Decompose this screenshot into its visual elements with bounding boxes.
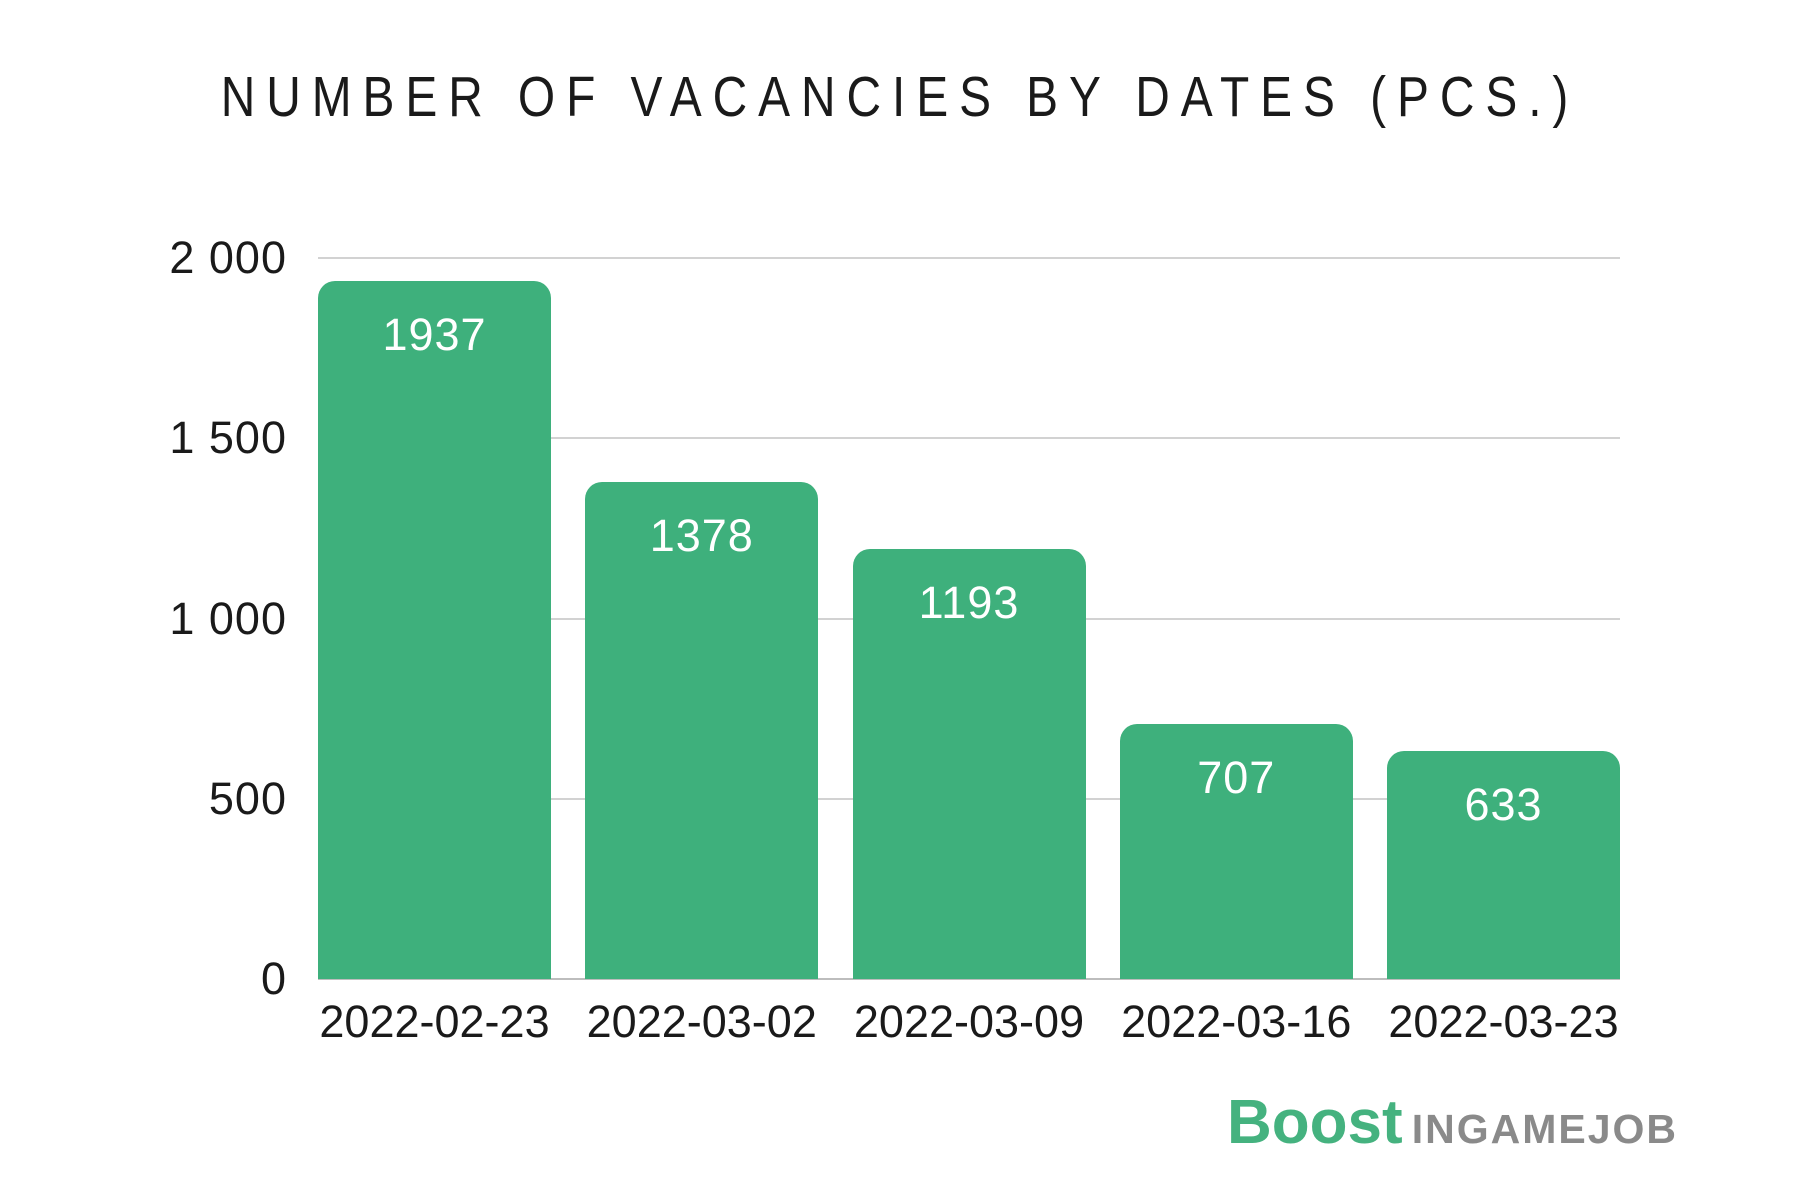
y-tick-label: 1 500: [169, 412, 287, 464]
bar-value-label: 1193: [918, 576, 1020, 628]
brand-logo: Boost INGAMEJOB: [1227, 1087, 1678, 1158]
x-tick-label: 2022-02-23: [319, 996, 550, 1047]
gridline: [318, 437, 1620, 440]
y-tick-label: 1 000: [169, 592, 287, 644]
plot-area: 1937 1378 1193 707 633: [318, 257, 1620, 980]
x-tick-label: 2022-03-09: [853, 996, 1085, 1047]
bar-2022-03-16: 707: [1119, 724, 1353, 979]
bar-2022-03-23: 633: [1387, 750, 1620, 979]
chart-title: NUMBER OF VACANCIES BY DATES (PCS.): [220, 65, 1580, 129]
bar-value-label: 707: [1197, 752, 1276, 804]
bar-2022-03-09: 1193: [852, 548, 1086, 979]
bar-2022-02-23: 1937: [318, 280, 551, 979]
y-tick-label: 0: [260, 953, 287, 1004]
x-axis: 2022-02-23 2022-03-02 2022-03-09 2022-03-16…: [318, 996, 1620, 1056]
y-tick-label: 500: [208, 772, 287, 824]
brand-logo-ingamejob: INGAMEJOB: [1411, 1106, 1678, 1152]
x-tick-label: 2022-03-23: [1388, 996, 1619, 1047]
x-tick-label: 2022-03-02: [586, 996, 817, 1047]
gridline: [318, 978, 1620, 980]
bar-value-label: 1937: [382, 308, 487, 360]
y-axis: 0 500 1 000 1 500 2 000: [0, 232, 287, 1004]
y-tick-label: 2 000: [169, 232, 287, 283]
gridline: [318, 257, 1620, 259]
brand-logo-boost: Boost: [1227, 1088, 1403, 1157]
bar-value-label: 633: [1464, 778, 1543, 830]
x-tick-label: 2022-03-16: [1121, 996, 1352, 1047]
bar-value-label: 1378: [649, 510, 754, 562]
bar-2022-03-02: 1378: [585, 482, 819, 979]
